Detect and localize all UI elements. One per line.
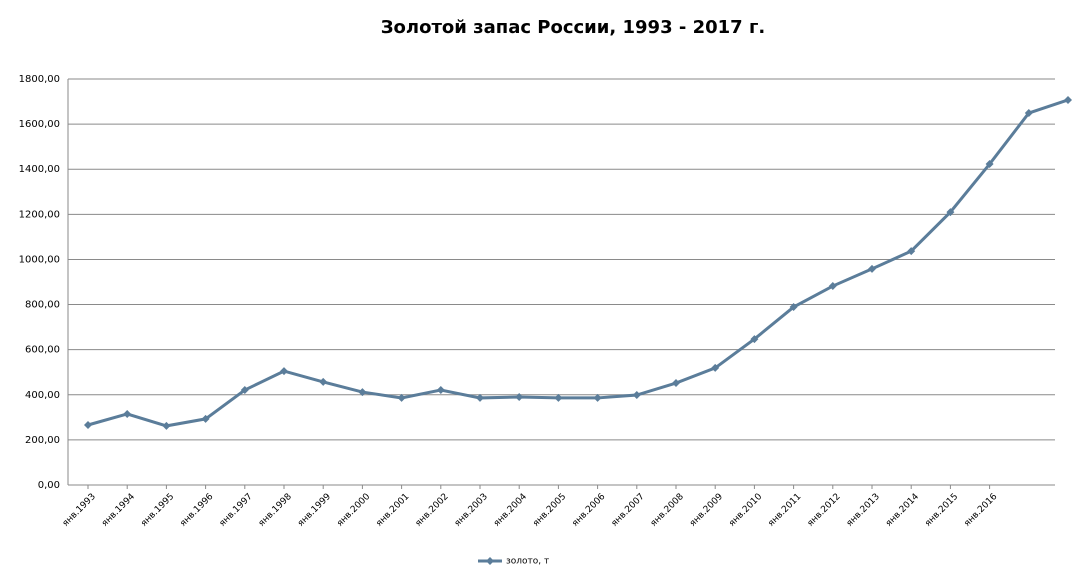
point-marker (985, 160, 994, 169)
point-marker (1024, 109, 1033, 118)
point-marker (1064, 95, 1072, 104)
point-marker (240, 386, 249, 395)
point-marker (907, 247, 916, 256)
point-marker (358, 388, 367, 397)
legend-label: золото, т (506, 557, 549, 567)
x-tick-label: янв.1998 (257, 492, 294, 529)
y-tick-label: 1600,00 (19, 119, 60, 130)
point-marker (201, 414, 210, 423)
point-marker (280, 367, 288, 376)
x-tick-label: янв.2001 (374, 492, 411, 529)
point-marker (84, 421, 92, 430)
x-tick-label: янв.2003 (453, 492, 490, 529)
y-tick-label: 0,00 (38, 480, 60, 491)
x-tick-label: янв.2014 (884, 492, 921, 529)
point-marker (672, 379, 680, 388)
x-tick-label: янв.2007 (610, 492, 647, 529)
x-tick-label: янв.2015 (923, 492, 960, 529)
point-marker (515, 393, 524, 402)
chart-title: Золотой запас России, 1993 - 2017 г. (381, 17, 765, 38)
point-marker (554, 393, 563, 402)
point-marker (750, 335, 759, 344)
y-tick-label: 1800,00 (19, 74, 60, 85)
y-tick-label: 1000,00 (19, 254, 60, 265)
point-marker (789, 303, 798, 312)
x-tick-label: янв.2009 (688, 492, 725, 529)
point-marker (162, 421, 171, 430)
point-marker (476, 393, 484, 402)
point-marker (946, 208, 955, 217)
point-marker (319, 377, 328, 386)
point-marker (593, 393, 602, 402)
x-tick-label: янв.2004 (492, 492, 529, 529)
y-tick-label: 800,00 (25, 300, 60, 311)
x-tick-label: янв.1993 (61, 492, 98, 529)
legend-marker (486, 557, 494, 565)
x-tick-label: янв.2012 (806, 492, 843, 529)
x-tick-label: янв.2008 (649, 492, 686, 529)
y-tick-label: 600,00 (25, 345, 60, 356)
x-tick-label: янв.2005 (531, 492, 568, 529)
point-marker (123, 409, 132, 418)
x-tick-label: янв.1999 (296, 492, 333, 529)
point-marker (436, 386, 445, 395)
y-tick-label: 400,00 (25, 390, 60, 401)
x-tick-label: янв.2010 (727, 492, 764, 529)
line-series (87, 98, 1069, 428)
x-tick-label: янв.2016 (962, 492, 999, 529)
point-marker (397, 393, 406, 402)
x-tick-label: янв.2000 (335, 492, 372, 529)
point-marker (632, 391, 641, 400)
point-marker (868, 264, 876, 273)
x-tick-label: янв.1997 (218, 492, 255, 529)
y-tick-label: 1400,00 (19, 164, 60, 175)
x-tick-label: янв.1995 (139, 492, 176, 529)
x-tick-label: янв.1994 (100, 492, 137, 529)
x-tick-label: янв.2011 (766, 492, 803, 529)
x-tick-label: янв.2002 (414, 492, 451, 529)
point-marker (828, 282, 837, 291)
x-tick-label: янв.2013 (845, 492, 882, 529)
x-tick-label: янв.2006 (570, 492, 607, 529)
x-tick-label: янв.1996 (178, 492, 215, 529)
point-marker (711, 363, 720, 372)
y-tick-label: 1200,00 (19, 209, 60, 220)
y-tick-label: 200,00 (25, 435, 60, 446)
